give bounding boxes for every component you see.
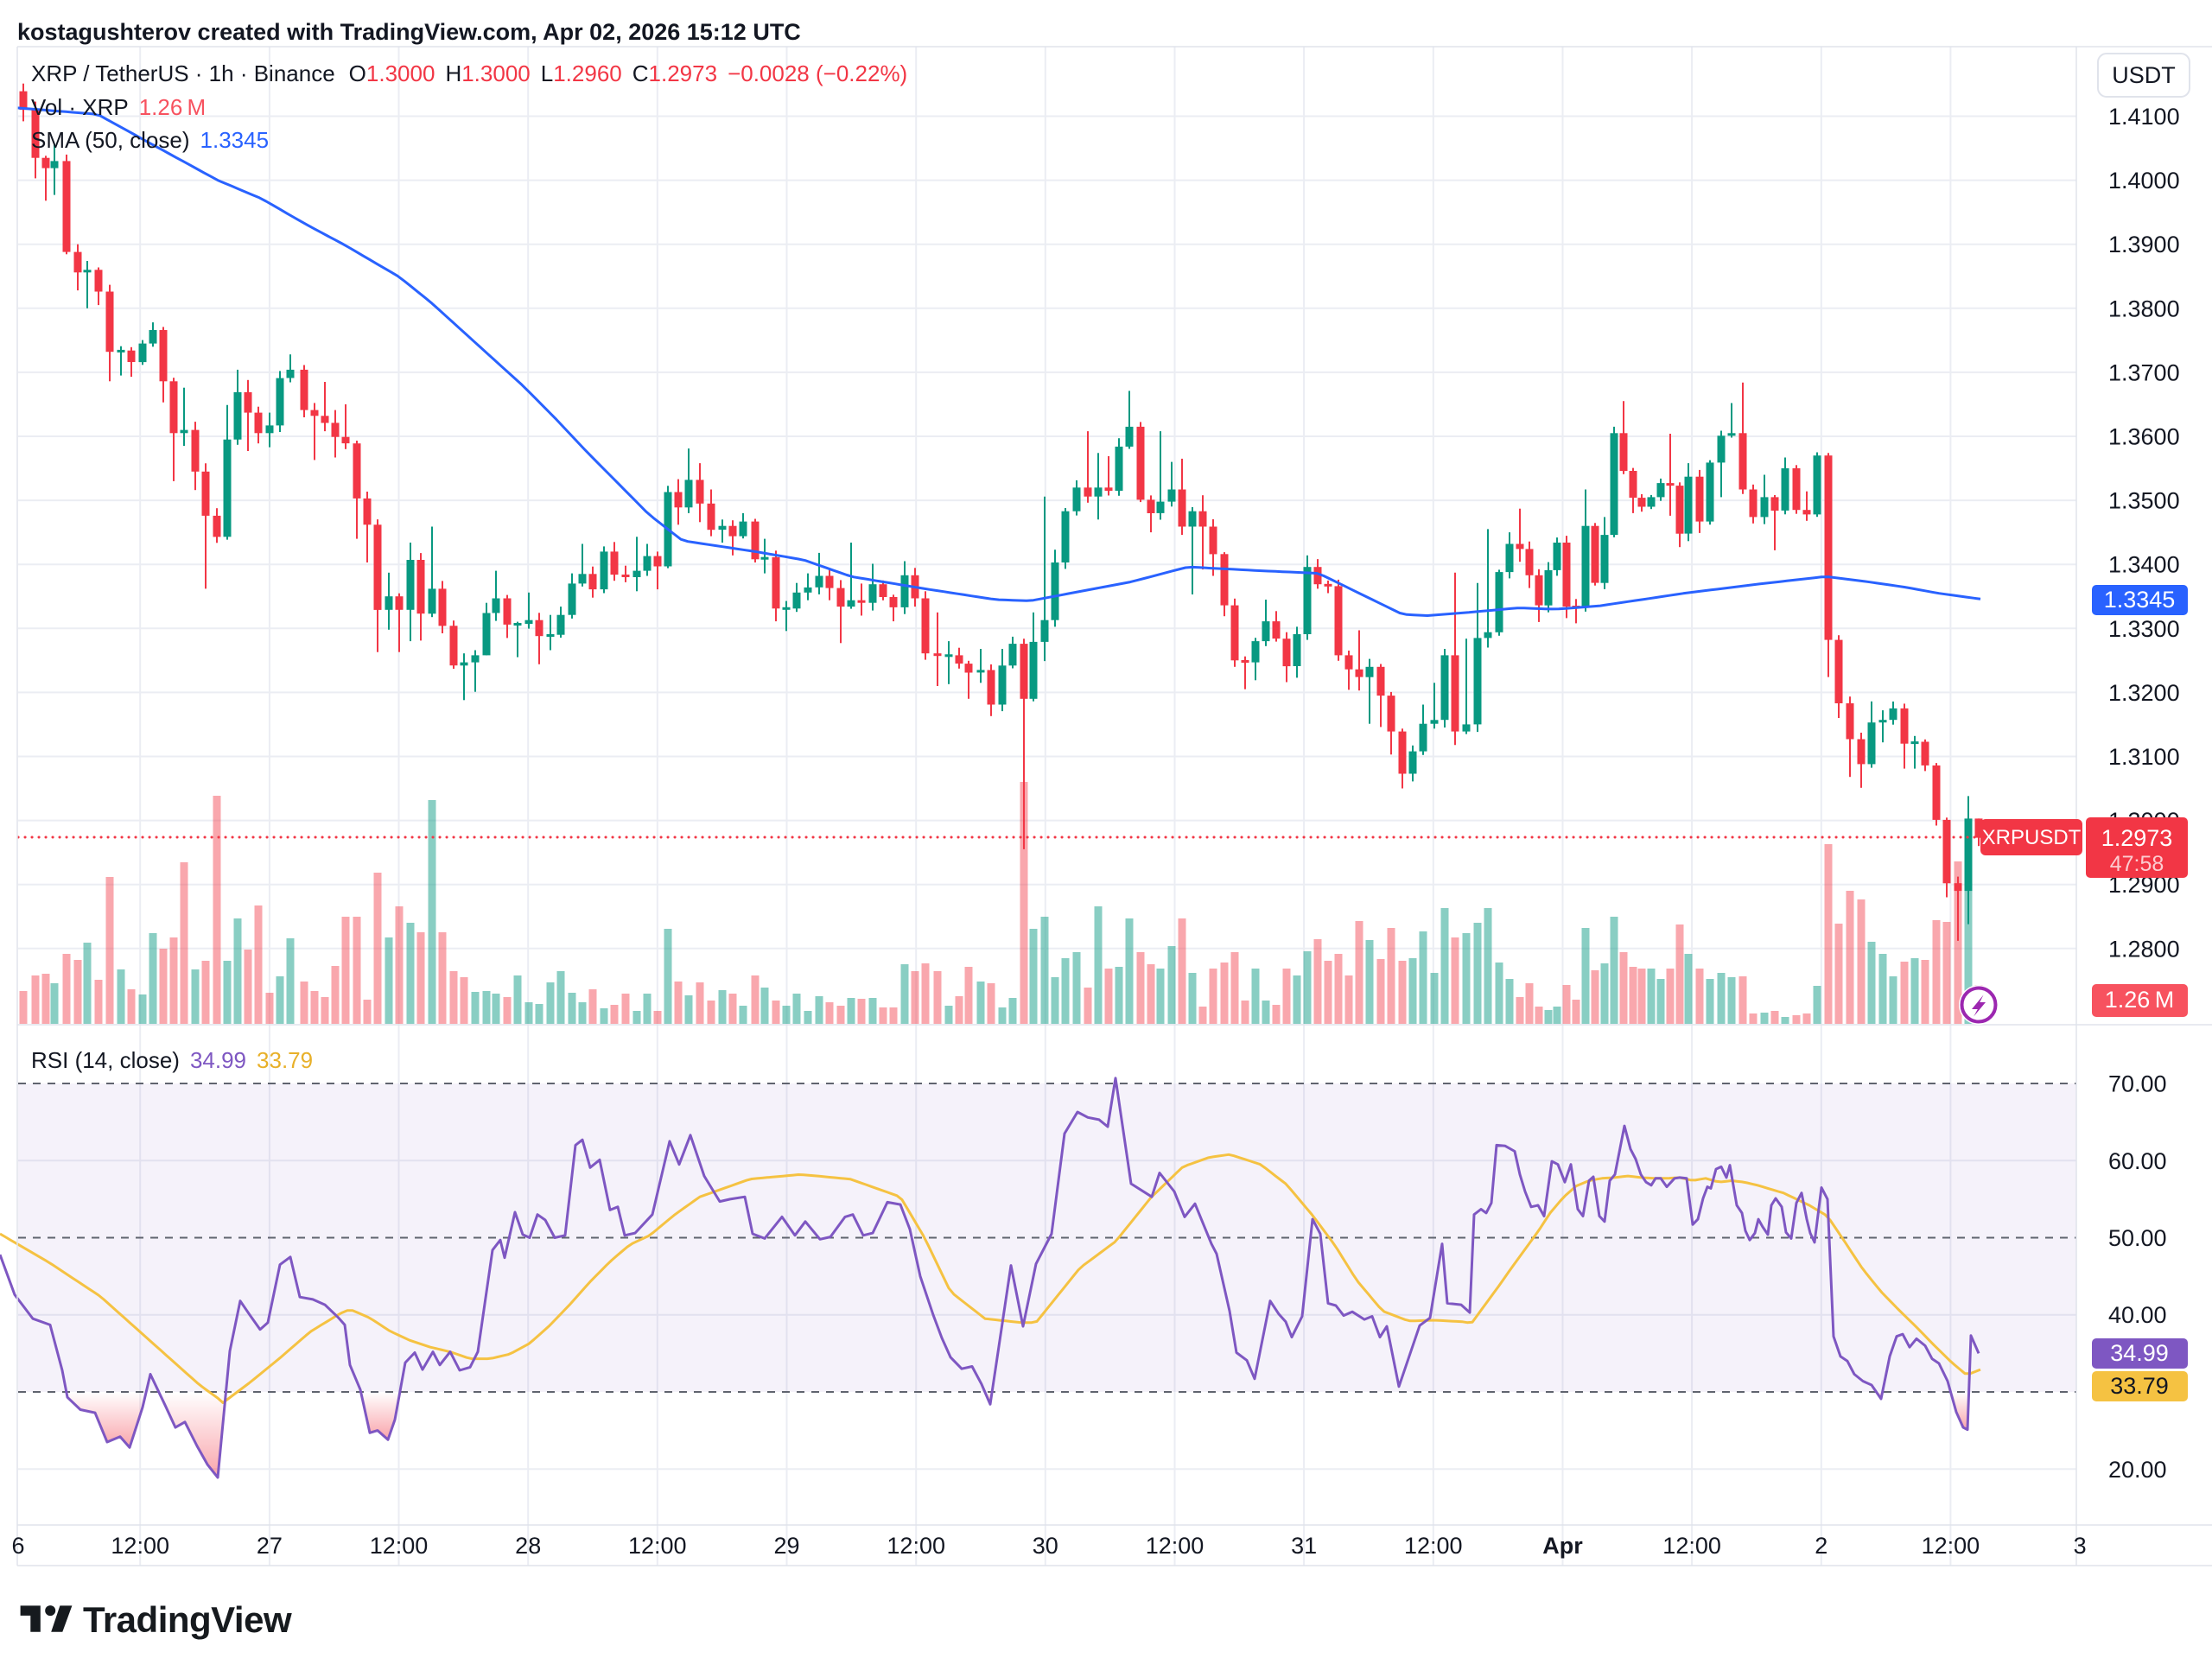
svg-text:12:00: 12:00 [1404, 1533, 1463, 1559]
svg-text:1.3800: 1.3800 [2108, 295, 2180, 321]
svg-text:1.3300: 1.3300 [2108, 616, 2180, 642]
svg-text:50.00: 50.00 [2108, 1225, 2167, 1251]
svg-text:SMA (50, close)1.3345: SMA (50, close) 1.3345 [31, 127, 269, 153]
svg-text:1.3200: 1.3200 [2108, 680, 2180, 706]
svg-text:1.3900: 1.3900 [2108, 232, 2180, 257]
svg-text:1.3700: 1.3700 [2108, 359, 2180, 385]
svg-text:27: 27 [257, 1533, 283, 1559]
svg-text:1.3345: 1.3345 [2104, 587, 2176, 613]
svg-text:1.2973: 1.2973 [2101, 825, 2173, 851]
svg-text:1.3500: 1.3500 [2108, 488, 2180, 514]
svg-text:3: 3 [2074, 1533, 2087, 1559]
svg-text:TradingView: TradingView [83, 1599, 292, 1640]
svg-text:29: 29 [773, 1533, 799, 1559]
svg-text:1.3100: 1.3100 [2108, 744, 2180, 770]
svg-text:31: 31 [1291, 1533, 1317, 1559]
svg-text:70.00: 70.00 [2108, 1071, 2167, 1097]
svg-text:USDT: USDT [2112, 62, 2176, 88]
svg-text:12:00: 12:00 [1662, 1533, 1721, 1559]
svg-text:1.3600: 1.3600 [2108, 424, 2180, 450]
svg-text:30: 30 [1033, 1533, 1058, 1559]
svg-text:12:00: 12:00 [1146, 1533, 1205, 1559]
svg-text:1.3400: 1.3400 [2108, 552, 2180, 578]
svg-text:1.4000: 1.4000 [2108, 168, 2180, 194]
svg-text:12:00: 12:00 [628, 1533, 687, 1559]
svg-text:34.99: 34.99 [2110, 1340, 2169, 1366]
svg-text:60.00: 60.00 [2108, 1148, 2167, 1174]
svg-text:33.79: 33.79 [2110, 1373, 2169, 1399]
svg-text:12:00: 12:00 [111, 1533, 169, 1559]
svg-text:XRPUSDT: XRPUSDT [1982, 826, 2082, 849]
svg-text:12:00: 12:00 [887, 1533, 945, 1559]
svg-text:12:00: 12:00 [1922, 1533, 1980, 1559]
svg-text:6: 6 [11, 1533, 24, 1559]
svg-text:40.00: 40.00 [2108, 1302, 2167, 1328]
svg-text:1.26 M: 1.26 M [2105, 987, 2174, 1013]
svg-text:28: 28 [515, 1533, 541, 1559]
svg-text:kostagushterov created with Tr: kostagushterov created with TradingView.… [17, 19, 801, 45]
svg-text:2: 2 [1815, 1533, 1827, 1559]
svg-text:20.00: 20.00 [2108, 1457, 2167, 1483]
svg-text:12:00: 12:00 [370, 1533, 429, 1559]
svg-text:Apr: Apr [1542, 1533, 1583, 1559]
svg-text:1.4100: 1.4100 [2108, 104, 2180, 130]
svg-text:1.2800: 1.2800 [2108, 936, 2180, 962]
svg-text:47:58: 47:58 [2110, 852, 2164, 876]
